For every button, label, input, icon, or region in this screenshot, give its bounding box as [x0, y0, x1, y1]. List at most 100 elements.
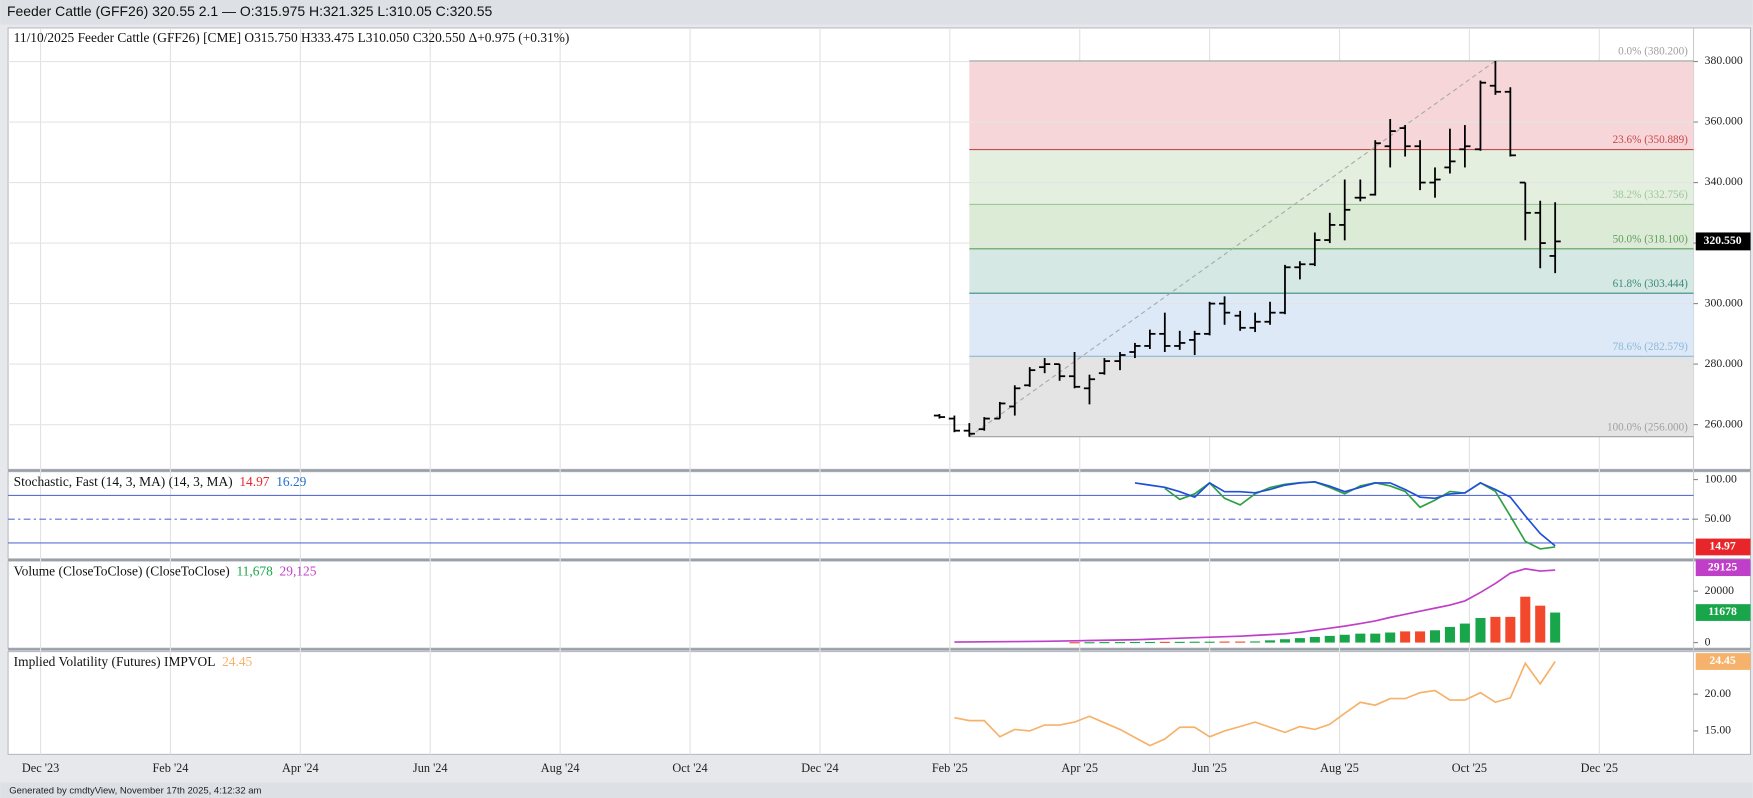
volume-bar — [1505, 616, 1516, 643]
fib-label: 78.6% (282.579) — [1613, 341, 1689, 353]
x-tick-label: Apr '25 — [1061, 761, 1098, 775]
x-tick-label: Dec '24 — [801, 761, 838, 775]
x-tick-label: Apr '24 — [282, 761, 319, 775]
value-box-label: 24.45 — [1709, 654, 1736, 667]
volume-bar — [1235, 641, 1246, 643]
x-tick-label: Oct '25 — [1452, 761, 1487, 775]
last-price-label: 320.550 — [1704, 234, 1742, 247]
fib-band — [969, 60, 1694, 150]
volume-bar — [1370, 633, 1381, 643]
volume-bar — [1324, 635, 1335, 643]
volume-bar — [1535, 605, 1546, 643]
fib-label: 61.8% (303.444) — [1613, 278, 1689, 290]
volume-bar — [1069, 642, 1080, 644]
fib-band — [969, 293, 1694, 357]
volume-bar — [1339, 634, 1350, 643]
window-title: Feeder Cattle (GFF26) 320.55 2.1 — O:315… — [7, 3, 493, 19]
value-box-label: 14.97 — [1709, 540, 1736, 553]
volume-bar — [1084, 642, 1095, 644]
value-box-label: 11678 — [1708, 605, 1737, 618]
fib-band — [969, 149, 1694, 205]
readout: 14.97 — [239, 474, 269, 489]
y-tick-label: 300.000 — [1705, 296, 1743, 309]
title-bar — [0, 0, 1753, 25]
line-series — [954, 661, 1556, 747]
volume-bar — [1189, 641, 1200, 643]
volume-bar — [1400, 631, 1411, 643]
fib-label: 0.0% (380.200) — [1618, 46, 1688, 58]
fib-trend-line — [969, 60, 1496, 438]
y-tick-label: 20.00 — [1705, 687, 1732, 700]
panel-title: 11/10/2025 Feeder Cattle (GFF26) [CME] O… — [14, 30, 570, 45]
fib-label: 50.0% (318.100) — [1613, 233, 1689, 245]
volume-bar — [1159, 641, 1170, 643]
y-tick-label: 0 — [1705, 635, 1711, 648]
volume-bar — [1309, 636, 1320, 643]
fib-label: 23.6% (350.889) — [1613, 134, 1689, 146]
volume-bar — [1490, 616, 1501, 643]
x-tick-label: Feb '24 — [152, 761, 188, 775]
volume-bar — [1114, 642, 1126, 644]
x-tick-label: Oct '24 — [672, 761, 707, 775]
value-box — [1695, 604, 1751, 621]
volume-bar — [1520, 596, 1531, 643]
y-tick-label: 380.000 — [1705, 54, 1743, 67]
panel-background — [7, 651, 1752, 755]
readout: 24.45 — [222, 654, 252, 669]
value-box — [1695, 538, 1751, 556]
readout: 29,125 — [280, 563, 317, 578]
panel-title: Implied Volatility (Futures) IMPVOL — [14, 654, 216, 669]
readout: 11,678 — [236, 563, 273, 578]
y-tick-label: 15.00 — [1705, 724, 1732, 737]
fib-band — [969, 204, 1694, 249]
x-tick-label: Dec '23 — [22, 761, 59, 775]
y-tick-label: 360.000 — [1705, 115, 1743, 128]
volume-bar — [1219, 641, 1230, 643]
volume-bar — [1475, 617, 1486, 643]
fib-band — [969, 248, 1694, 294]
last-price-box — [1695, 232, 1751, 251]
y-tick-label: 280.000 — [1705, 357, 1743, 370]
fib-label: 38.2% (332.756) — [1613, 189, 1689, 201]
volume-bar — [1415, 631, 1426, 643]
x-tick-label: Aug '25 — [1320, 761, 1359, 775]
footer-text: Generated by cmdtyView, November 17th 20… — [9, 785, 261, 796]
panel-title: Volume (CloseToClose) (CloseToClose) — [14, 563, 230, 578]
volume-bar — [1355, 633, 1366, 643]
volume-bar — [1550, 612, 1561, 643]
volume-bar — [1265, 640, 1276, 643]
volume-bar — [1144, 641, 1155, 644]
value-box — [1695, 653, 1751, 670]
volume-bar — [1204, 641, 1215, 643]
value-box — [1695, 559, 1751, 577]
fib-label: 100.0% (256.000) — [1607, 421, 1688, 433]
y-tick-label: 50.00 — [1705, 512, 1732, 525]
footer-bar — [0, 782, 1753, 798]
volume-bar — [1294, 638, 1305, 643]
x-tick-label: Aug '24 — [541, 761, 580, 775]
y-tick-label: 340.000 — [1705, 175, 1743, 188]
volume-bar — [1250, 641, 1261, 643]
line-series — [1134, 480, 1556, 547]
x-tick-label: Feb '25 — [932, 761, 968, 775]
volume-bar — [1129, 641, 1140, 644]
panel-title: Stochastic, Fast (14, 3, MA) (14, 3, MA) — [14, 474, 233, 489]
line-series — [1164, 481, 1556, 550]
y-tick-label: 100.00 — [1705, 472, 1737, 485]
y-tick-label: 260.000 — [1705, 417, 1743, 430]
readout: 16.29 — [276, 474, 306, 489]
x-tick-label: Dec '25 — [1581, 761, 1618, 775]
volume-bar — [1279, 639, 1291, 643]
value-box-label: 29125 — [1708, 560, 1737, 573]
volume-bar — [1385, 632, 1396, 643]
open-interest-line — [954, 567, 1556, 643]
volume-bar — [1444, 626, 1455, 643]
x-tick-label: Jun '24 — [413, 761, 448, 775]
volume-bar — [1099, 642, 1110, 644]
y-tick-label: 20000 — [1705, 584, 1734, 597]
volume-bar — [1174, 641, 1185, 643]
volume-bar — [1429, 630, 1441, 643]
x-tick-label: Jun '25 — [1192, 761, 1227, 775]
